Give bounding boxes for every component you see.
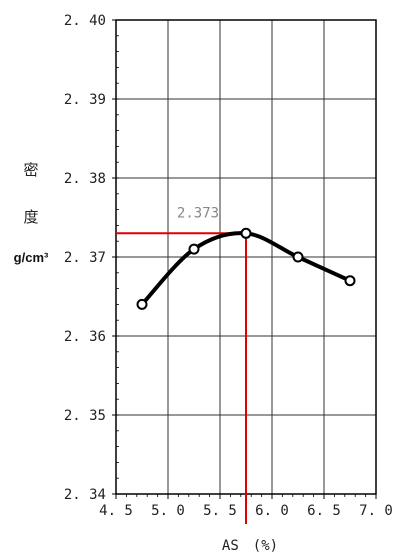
y-axis-label-char-1: 密: [23, 161, 38, 179]
y-tick-label: 2. 39: [64, 92, 106, 108]
data-point: [188, 243, 200, 255]
data-point: [240, 227, 252, 239]
x-tick-label: 6. 5: [307, 503, 341, 519]
optimum-guides: [116, 232, 247, 524]
y-axis-unit-label: g/cm³: [14, 250, 49, 265]
data-point: [344, 275, 356, 287]
y-tick-label: 2. 37: [64, 250, 106, 266]
x-tick-label: 7. 0: [359, 503, 393, 519]
x-tick-label: 5. 0: [151, 503, 185, 519]
x-axis-label: AS (%): [222, 538, 278, 554]
y-tick-label: 2. 35: [64, 408, 106, 424]
x-tick-label: 4. 5: [99, 503, 133, 519]
y-tick-label: 2. 40: [64, 13, 106, 29]
optimum-density-label: 2.373: [177, 205, 219, 221]
y-tick-label: 2. 34: [64, 487, 106, 503]
x-tick-label: 5. 5: [203, 503, 237, 519]
y-axis-label-char-2: 度: [23, 208, 38, 226]
x-tick-label: 6. 0: [255, 503, 289, 519]
data-points: [136, 227, 356, 310]
y-tick-label: 2. 38: [64, 171, 106, 187]
y-tick-label: 2. 36: [64, 329, 106, 345]
x-axis-ticks: 4. 5 5. 0 5. 5 6. 0 6. 5 7. 0: [99, 494, 393, 519]
data-point: [136, 298, 148, 310]
data-point: [292, 251, 304, 263]
y-axis-ticks: 2. 34 2. 35 2. 36 2. 37 2. 38 2. 39 2. 40: [64, 13, 119, 503]
